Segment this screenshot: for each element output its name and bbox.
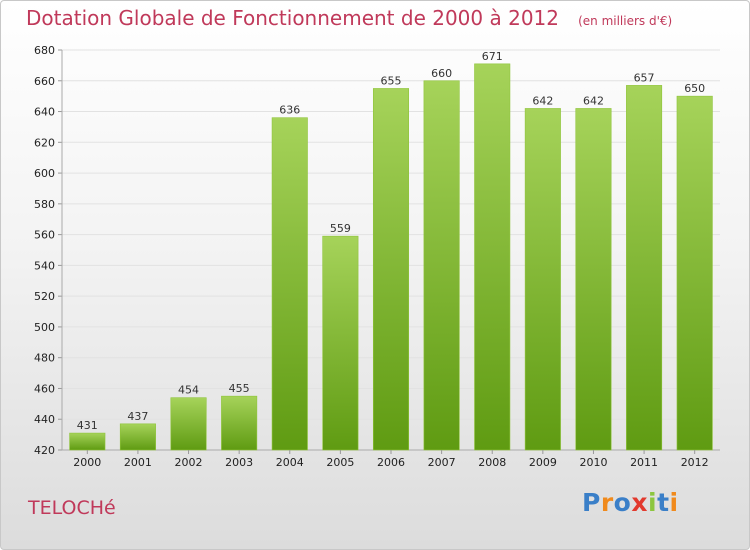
bar-2005 — [322, 235, 359, 451]
bar-2002 — [170, 397, 207, 451]
value-label: 636 — [279, 104, 300, 117]
y-tick-label: 680 — [34, 44, 55, 57]
logo-letter: i — [648, 488, 658, 517]
x-tick-label: 2003 — [225, 456, 253, 469]
x-tick-label: 2010 — [579, 456, 607, 469]
chart-unit: (en milliers d'€) — [578, 14, 673, 28]
x-tick-label: 2007 — [428, 456, 456, 469]
y-tick-labels: 420 440 460 480 500 520 540 560 580 600 620 640 660 6… — [34, 44, 55, 457]
bar-2011 — [626, 85, 663, 451]
value-label: 642 — [583, 94, 604, 107]
y-tick-label: 660 — [34, 75, 55, 88]
y-tick-label: 480 — [34, 352, 55, 365]
x-tick-label: 2001 — [124, 456, 152, 469]
bar-2006 — [372, 88, 410, 451]
x-tick-label: 2002 — [175, 456, 203, 469]
value-label: 657 — [634, 71, 655, 84]
value-label: 559 — [330, 222, 351, 235]
x-tick-label: 2012 — [681, 456, 709, 469]
bar-2009 — [524, 108, 561, 451]
value-label: 431 — [77, 419, 98, 432]
value-label: 455 — [229, 382, 250, 395]
x-tick-label: 2009 — [529, 456, 557, 469]
y-tick-label: 580 — [34, 198, 55, 211]
logo-letter: i — [669, 488, 679, 517]
x-tick-label: 2006 — [377, 456, 405, 469]
value-labels: 431 437 454 455 636 559 655 660 671 642 642 657 650 — [77, 50, 705, 432]
chart-title-block: Dotation Globale de Fonctionnement de 20… — [26, 6, 672, 30]
y-tick-label: 540 — [34, 259, 55, 272]
logo-letter: t — [657, 488, 670, 517]
x-tick-label: 2011 — [630, 456, 658, 469]
chart-title: Dotation Globale de Fonctionnement de 20… — [26, 6, 559, 30]
value-label: 655 — [381, 74, 402, 87]
bar-2001 — [119, 423, 156, 451]
bar-2007 — [423, 80, 460, 451]
x-tick-label: 2000 — [73, 456, 101, 469]
commune-name: TELOCHé — [28, 497, 116, 519]
logo-letter: x — [631, 488, 648, 517]
y-tick-label: 460 — [34, 382, 55, 395]
y-tick-label: 620 — [34, 136, 55, 149]
value-label: 671 — [482, 50, 503, 63]
y-tick-label: 640 — [34, 106, 55, 119]
bar-2003 — [221, 395, 258, 451]
value-label: 650 — [684, 82, 705, 95]
value-label: 642 — [532, 94, 553, 107]
y-tick-label: 520 — [34, 290, 55, 303]
y-tick-label: 420 — [34, 444, 55, 457]
value-label: 437 — [127, 410, 148, 423]
x-tick-label: 2004 — [276, 456, 304, 469]
y-tick-label: 600 — [34, 167, 55, 180]
x-tick-labels: 2000 2001 2002 2003 2004 2005 2006 2007 2008 2009… — [73, 450, 709, 469]
x-tick-label: 2008 — [478, 456, 506, 469]
value-label: 454 — [178, 384, 199, 397]
logo-letter: P — [582, 488, 601, 517]
y-tick-label: 500 — [34, 321, 55, 334]
bar-2000 — [69, 432, 106, 451]
bar-2008 — [474, 63, 511, 451]
x-tick-label: 2005 — [326, 456, 354, 469]
y-tick-label: 440 — [34, 413, 55, 426]
bar-2010 — [575, 108, 612, 451]
logo-letter: r — [600, 488, 614, 517]
value-label: 660 — [431, 67, 452, 80]
logo-letter: o — [613, 488, 632, 517]
bar-2012 — [676, 95, 713, 451]
proxiti-logo: Proxiti — [582, 488, 679, 517]
bars — [69, 63, 713, 451]
y-tick-label: 560 — [34, 229, 55, 242]
bar-2004 — [271, 117, 308, 451]
